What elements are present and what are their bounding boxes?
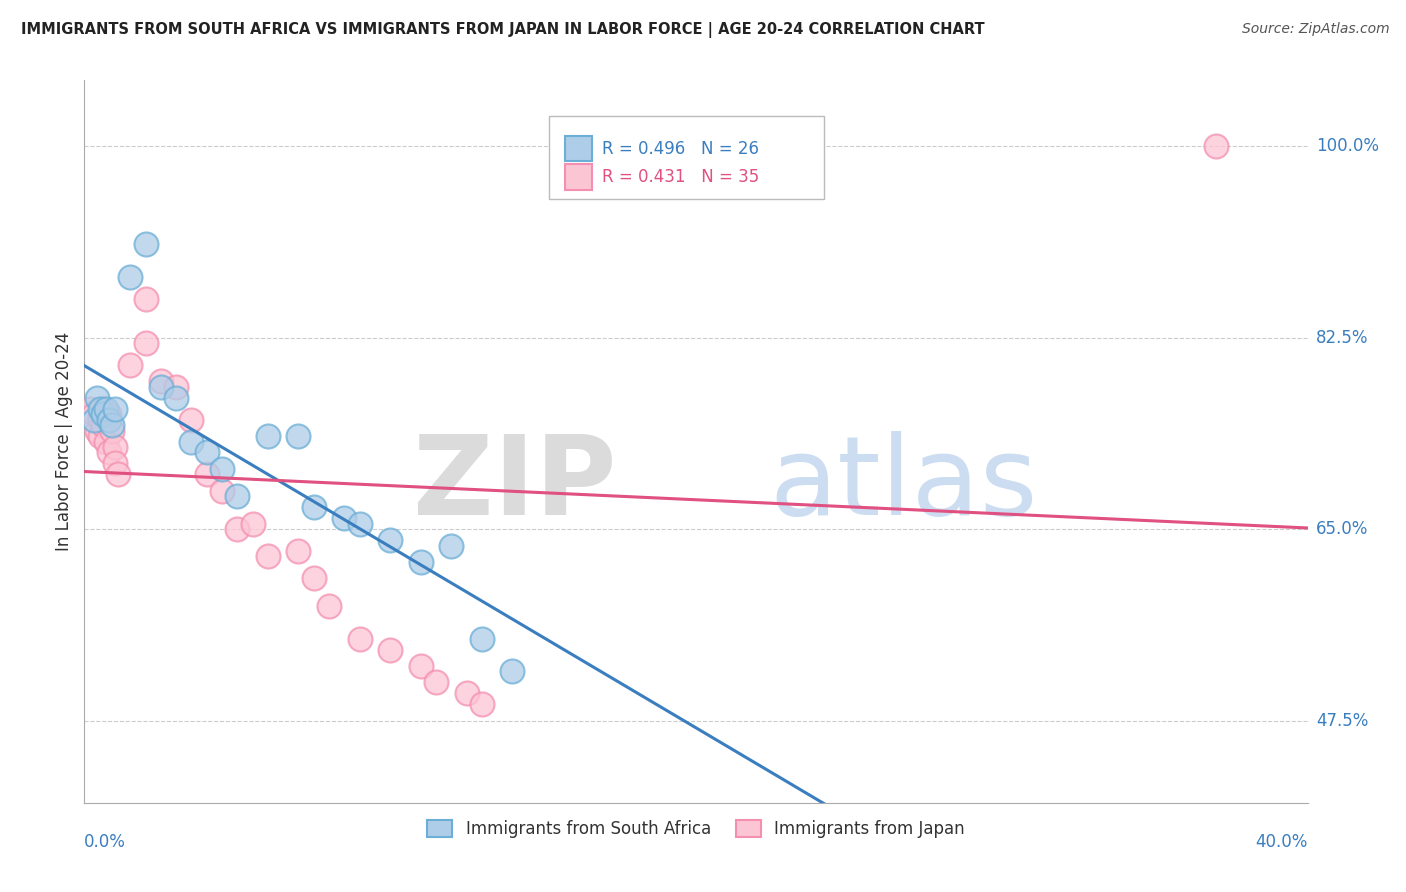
Y-axis label: In Labor Force | Age 20-24: In Labor Force | Age 20-24 bbox=[55, 332, 73, 551]
Point bbox=[104, 440, 127, 454]
Text: Source: ZipAtlas.com: Source: ZipAtlas.com bbox=[1241, 22, 1389, 37]
Point bbox=[89, 401, 111, 416]
Point bbox=[165, 391, 187, 405]
FancyBboxPatch shape bbox=[565, 136, 592, 161]
Point bbox=[180, 434, 202, 449]
Point bbox=[165, 380, 187, 394]
Point bbox=[91, 418, 114, 433]
Text: ZIP: ZIP bbox=[413, 432, 616, 539]
Point bbox=[91, 401, 114, 416]
Point bbox=[257, 429, 280, 443]
Point bbox=[89, 429, 111, 443]
Point bbox=[318, 599, 340, 613]
Point bbox=[226, 489, 249, 503]
Point bbox=[104, 457, 127, 471]
Text: 40.0%: 40.0% bbox=[1256, 833, 1308, 851]
Point bbox=[180, 412, 202, 426]
Point bbox=[242, 516, 264, 531]
Point bbox=[211, 483, 233, 498]
Point bbox=[425, 675, 447, 690]
Point bbox=[86, 424, 108, 438]
Point bbox=[211, 462, 233, 476]
Point bbox=[226, 522, 249, 536]
Text: R = 0.496   N = 26: R = 0.496 N = 26 bbox=[602, 140, 759, 158]
Legend: Immigrants from South Africa, Immigrants from Japan: Immigrants from South Africa, Immigrants… bbox=[420, 814, 972, 845]
Point bbox=[97, 407, 120, 421]
Point bbox=[135, 336, 157, 351]
Point bbox=[97, 412, 120, 426]
Point bbox=[409, 659, 432, 673]
Point bbox=[120, 270, 142, 285]
Text: 65.0%: 65.0% bbox=[1316, 520, 1368, 538]
FancyBboxPatch shape bbox=[565, 164, 592, 190]
Point bbox=[471, 698, 494, 712]
Point bbox=[302, 571, 325, 585]
Text: 47.5%: 47.5% bbox=[1316, 712, 1368, 730]
Point bbox=[104, 401, 127, 416]
Point bbox=[333, 511, 356, 525]
Point bbox=[1205, 139, 1227, 153]
Point bbox=[135, 292, 157, 306]
Point bbox=[97, 445, 120, 459]
Point bbox=[135, 237, 157, 252]
Point bbox=[149, 374, 172, 388]
Point bbox=[83, 407, 105, 421]
Point bbox=[380, 533, 402, 547]
Point bbox=[94, 434, 117, 449]
Point bbox=[257, 549, 280, 564]
Point bbox=[349, 632, 371, 646]
Point bbox=[409, 555, 432, 569]
Point bbox=[440, 539, 463, 553]
Text: R = 0.431   N = 35: R = 0.431 N = 35 bbox=[602, 168, 759, 186]
Point bbox=[83, 412, 105, 426]
Point bbox=[456, 686, 478, 700]
Point bbox=[107, 467, 129, 482]
Point bbox=[91, 407, 114, 421]
Point bbox=[287, 544, 309, 558]
Point bbox=[302, 500, 325, 515]
Point bbox=[195, 445, 218, 459]
Point bbox=[195, 467, 218, 482]
Point bbox=[287, 429, 309, 443]
Point bbox=[149, 380, 172, 394]
Text: 100.0%: 100.0% bbox=[1316, 137, 1379, 155]
Point bbox=[101, 424, 124, 438]
Point bbox=[86, 391, 108, 405]
Point bbox=[380, 642, 402, 657]
Point bbox=[120, 358, 142, 372]
FancyBboxPatch shape bbox=[550, 117, 824, 200]
Point bbox=[89, 412, 111, 426]
Text: 0.0%: 0.0% bbox=[84, 833, 127, 851]
Text: 82.5%: 82.5% bbox=[1316, 328, 1368, 346]
Point bbox=[79, 401, 101, 416]
Point bbox=[471, 632, 494, 646]
Text: atlas: atlas bbox=[769, 432, 1038, 539]
Point bbox=[94, 401, 117, 416]
Point bbox=[349, 516, 371, 531]
Point bbox=[101, 418, 124, 433]
Point bbox=[502, 665, 524, 679]
Text: IMMIGRANTS FROM SOUTH AFRICA VS IMMIGRANTS FROM JAPAN IN LABOR FORCE | AGE 20-24: IMMIGRANTS FROM SOUTH AFRICA VS IMMIGRAN… bbox=[21, 22, 984, 38]
